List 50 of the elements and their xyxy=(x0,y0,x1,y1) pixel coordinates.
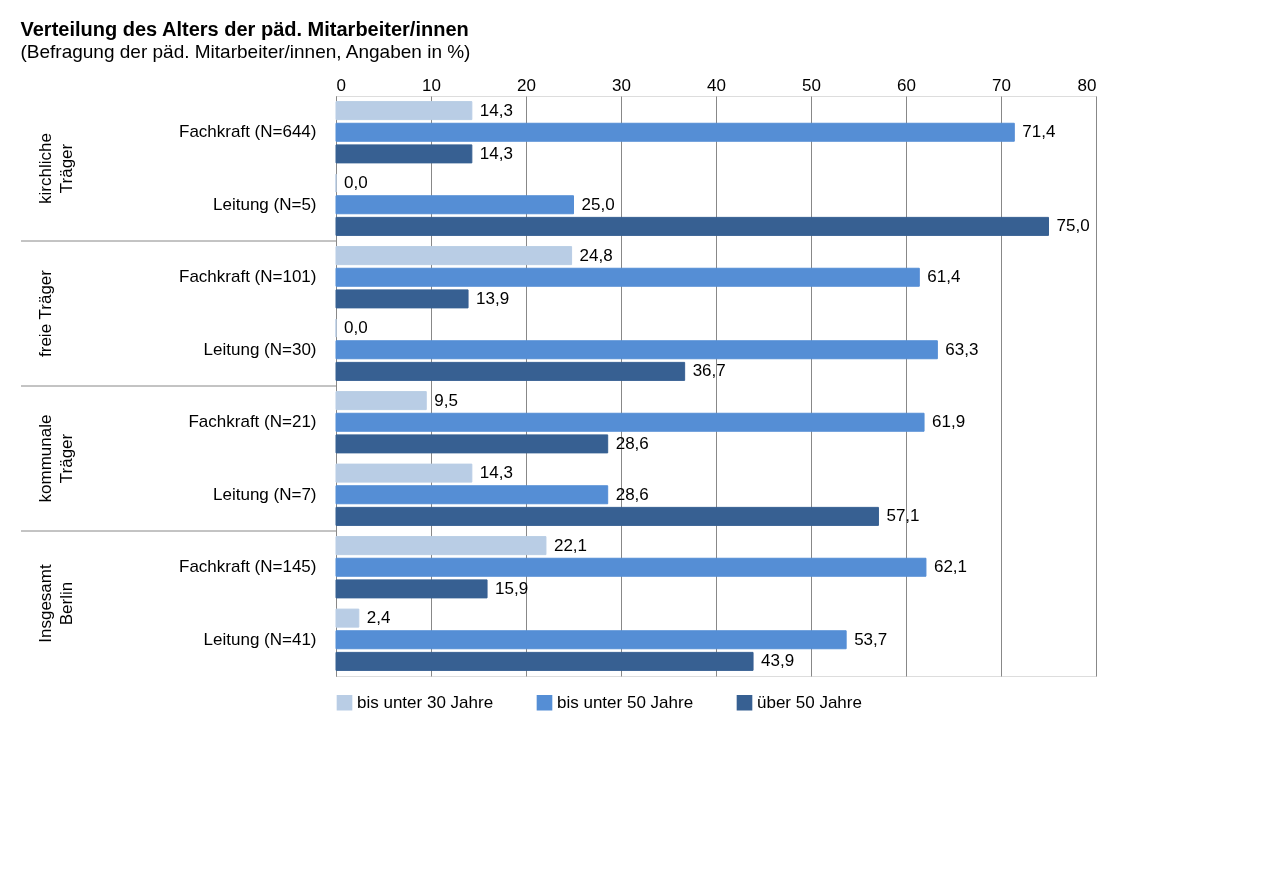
legend-label: über 50 Jahre xyxy=(757,692,862,712)
chart-title: Verteilung des Alters der päd. Mitarbeiter/innen xyxy=(20,18,469,40)
data-label: 71,4 xyxy=(1022,122,1056,142)
x-tick-label: 80 xyxy=(1077,75,1097,95)
legend-label: bis unter 50 Jahre xyxy=(557,692,694,712)
y-tick-label: Fachkraft (N=101) xyxy=(179,267,317,287)
data-label: 61,4 xyxy=(927,267,961,287)
data-label: 63,3 xyxy=(945,339,979,359)
data-label: 14,3 xyxy=(479,463,513,483)
y-tick-label: Fachkraft (N=145) xyxy=(179,557,317,577)
data-label: 28,6 xyxy=(615,433,649,453)
y-tick-label: Leitung (N=7) xyxy=(213,484,317,504)
legend-label: bis unter 30 Jahre xyxy=(357,692,494,712)
y-tick-label: Leitung (N=30) xyxy=(203,339,317,359)
data-label: 2,4 xyxy=(366,608,391,628)
y-tick-label: Leitung (N=41) xyxy=(203,629,317,649)
data-label: 53,7 xyxy=(854,629,888,649)
x-tick-label: 50 xyxy=(802,75,821,95)
data-label: 28,6 xyxy=(615,484,649,504)
data-label: 24,8 xyxy=(579,245,613,265)
data-label: 15,9 xyxy=(495,578,529,598)
data-label: 13,9 xyxy=(476,288,510,308)
x-tick-label: 10 xyxy=(422,75,441,95)
data-label: 43,9 xyxy=(761,651,795,671)
x-tick-label: 0 xyxy=(336,75,346,95)
x-tick-label: 60 xyxy=(897,75,916,95)
data-label: 57,1 xyxy=(886,506,920,526)
data-label: 9,5 xyxy=(434,390,458,410)
data-label: 22,1 xyxy=(553,535,588,555)
data-label: 75,0 xyxy=(1056,216,1090,236)
chart-subtitle: (Befragung der päd. Mitarbeiter/innen, Angaben in %) xyxy=(20,41,471,62)
data-label: 14,3 xyxy=(479,100,513,120)
y-tick-label: Fachkraft (N=644) xyxy=(179,122,317,142)
data-label: 62,1 xyxy=(933,557,968,577)
y-tick-label: Fachkraft (N=21) xyxy=(188,412,317,432)
text: kirchliche Träger xyxy=(36,133,76,204)
data-label: 0,0 xyxy=(344,318,368,338)
text: kommunale Träger xyxy=(36,414,76,503)
data-label: 25,0 xyxy=(581,194,615,214)
data-label: 61,9 xyxy=(932,412,966,432)
x-tick-label: 40 xyxy=(707,75,726,95)
data-label: 36,7 xyxy=(692,361,726,381)
y-tick-label: Leitung (N=5) xyxy=(213,194,317,214)
text: freie Träger xyxy=(36,269,55,357)
x-tick-label: 30 xyxy=(612,75,631,95)
text: Insgesamt Berlin xyxy=(36,564,76,643)
data-label: 14,3 xyxy=(479,143,513,163)
data-label: 0,0 xyxy=(344,173,368,193)
x-tick-label: 70 xyxy=(992,75,1011,95)
x-tick-label: 20 xyxy=(517,75,536,95)
